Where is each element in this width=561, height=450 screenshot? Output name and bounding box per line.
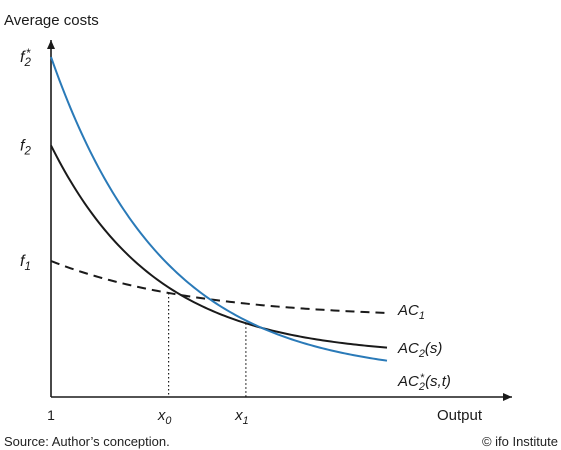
x-origin-label: 1 — [47, 407, 55, 423]
credit-note: © ifo Institute — [481, 434, 558, 449]
curve-ac1 — [50, 260, 388, 315]
tick-label-f1: f1 — [20, 253, 31, 273]
tick-label-f2: f2 — [20, 137, 31, 157]
series-label-ac1: AC1 — [397, 302, 425, 322]
series-label-ac2-s: AC2(s) — [397, 340, 442, 360]
tick-label-x0: x0 — [157, 407, 172, 427]
y-axis-title: Average costs — [4, 12, 99, 29]
series-label-ac2-s-t: AC2*(s,t) — [397, 372, 451, 393]
labels: x0 x1 f2* f2 f1 AC1 AC2(s) AC2*(s,t) — [20, 48, 451, 427]
curve-ac2-s-t — [50, 56, 388, 362]
x-axis-title: Output — [437, 407, 483, 424]
tick-label-f2-star: f2* — [20, 48, 31, 69]
curves — [50, 56, 388, 362]
tick-label-x1: x1 — [234, 407, 249, 427]
source-note: Source: Author’s conception. — [4, 434, 170, 449]
curve-ac2-s — [50, 144, 388, 349]
drop-lines — [168, 292, 247, 397]
